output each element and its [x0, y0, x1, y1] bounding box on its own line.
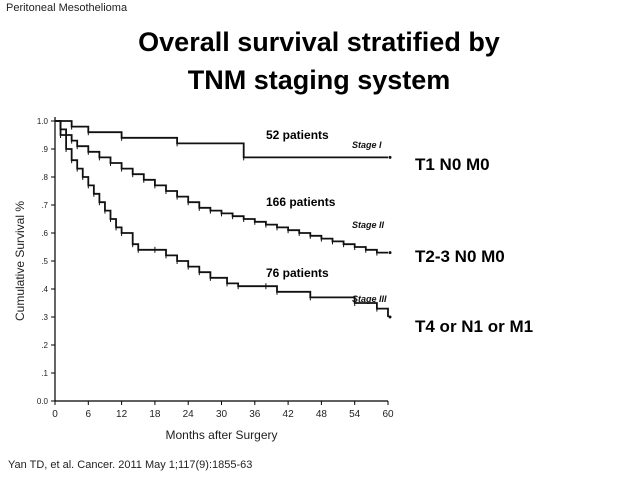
x-tick-label: 6 — [86, 409, 92, 420]
y-tick-label: .5 — [41, 257, 48, 266]
stage-label-t1n0m0: T1 N0 M0 — [415, 155, 490, 174]
x-tick-label: 18 — [149, 409, 161, 420]
y-tick-label: .4 — [41, 285, 48, 294]
series-end-dot-2 — [388, 251, 392, 255]
annotation-stage1-patients: 52 patients — [266, 128, 329, 142]
series-label-3: Stage III — [352, 294, 387, 304]
chart-series — [55, 120, 389, 317]
y-tick-label: .7 — [41, 201, 48, 210]
series-end-dot-1 — [388, 155, 392, 159]
x-tick-label: 36 — [249, 409, 261, 420]
series-line-1 — [55, 120, 388, 159]
y-tick-label: .8 — [41, 173, 48, 182]
x-axis-label: Months after Surgery — [165, 428, 277, 442]
x-tick-label: 30 — [216, 409, 228, 420]
y-tick-label: 1.0 — [37, 117, 49, 126]
stage-label-t4n1m1: T4 or N1 or M1 — [415, 317, 534, 336]
chart-axes: 0.0 .1 .2 .3 .4 .5 .6 .7 .8 .9 1.0 0 6 12 18 24 30 36 42 48… — [13, 117, 394, 442]
annotation-stage2-patients: 166 patients — [266, 195, 336, 209]
x-tick-label: 60 — [382, 409, 394, 420]
series-line-3 — [55, 120, 389, 317]
series-line-2 — [55, 120, 388, 254]
chart-marks — [60, 123, 378, 312]
x-tick-label: 0 — [52, 409, 58, 420]
citation: Yan TD, et al. Cancer. 2011 May 1;117(9)… — [8, 459, 253, 471]
annotation-stage3-patients: 76 patients — [266, 266, 329, 280]
chart-labels: Stage I Stage II Stage III — [352, 140, 392, 319]
y-tick-label: .6 — [41, 229, 48, 238]
x-tick-label: 42 — [283, 409, 295, 420]
y-tick-label: 0.0 — [37, 397, 49, 406]
stage-label-t23n0m0: T2-3 N0 M0 — [415, 247, 505, 266]
header-label: Peritoneal Mesothelioma — [6, 2, 128, 14]
y-tick-label: .2 — [41, 341, 48, 350]
x-tick-label: 24 — [183, 409, 195, 420]
series-end-dot-3 — [388, 315, 392, 319]
title-line-2: TNM staging system — [187, 65, 451, 95]
y-tick-label: .3 — [41, 313, 48, 322]
series-label-1: Stage I — [352, 140, 382, 150]
x-tick-label: 54 — [349, 409, 361, 420]
title-line-1: Overall survival stratified by — [138, 27, 500, 57]
y-tick-label: .1 — [41, 369, 48, 378]
x-tick-label: 48 — [316, 409, 328, 420]
series-label-2: Stage II — [352, 220, 385, 230]
x-tick-label: 12 — [116, 409, 128, 420]
y-axis-label: Cumulative Survival % — [13, 201, 27, 321]
y-tick-label: .9 — [41, 145, 48, 154]
